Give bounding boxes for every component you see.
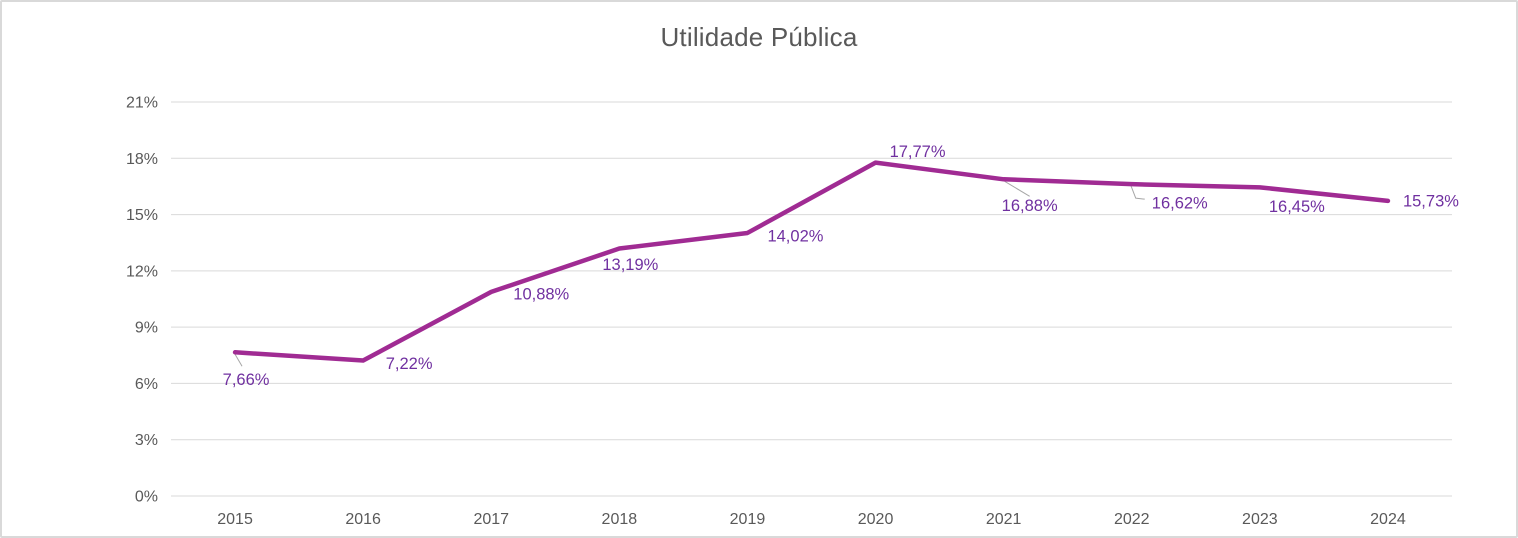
y-tick-label: 0% <box>135 489 158 506</box>
x-tick-label: 2023 <box>1242 511 1278 528</box>
data-label: 17,77% <box>890 143 946 161</box>
label-leader-line <box>1130 184 1145 200</box>
data-label: 16,45% <box>1269 198 1325 216</box>
data-label: 14,02% <box>767 227 823 245</box>
x-tick-label: 2018 <box>602 511 638 528</box>
data-label: 16,62% <box>1152 195 1208 213</box>
y-tick-label: 21% <box>126 95 158 112</box>
label-leader-line <box>234 354 243 367</box>
y-tick-label: 15% <box>126 207 158 224</box>
label-leader-line <box>1004 180 1030 197</box>
x-tick-label: 2020 <box>858 511 894 528</box>
data-label: 15,73% <box>1403 192 1459 210</box>
y-tick-label: 6% <box>135 376 158 393</box>
y-tick-label: 3% <box>135 432 158 449</box>
chart-title: Utilidade Pública <box>660 22 858 52</box>
data-label: 13,19% <box>602 256 658 274</box>
x-tick-label: 2021 <box>986 511 1022 528</box>
data-label: 10,88% <box>513 285 569 303</box>
x-tick-label: 2024 <box>1370 511 1406 528</box>
y-tick-label: 18% <box>126 151 158 168</box>
data-label: 7,22% <box>386 355 433 373</box>
x-tick-label: 2019 <box>730 511 766 528</box>
y-tick-label: 12% <box>126 263 158 280</box>
data-label: 16,88% <box>1002 197 1058 215</box>
x-tick-label: 2017 <box>473 511 509 528</box>
x-tick-label: 2015 <box>217 511 253 528</box>
y-tick-label: 9% <box>135 320 158 337</box>
x-tick-label: 2022 <box>1114 511 1150 528</box>
x-tick-label: 2016 <box>345 511 381 528</box>
data-label: 7,66% <box>223 371 270 389</box>
series-line-utilidade-publica <box>232 160 1391 363</box>
